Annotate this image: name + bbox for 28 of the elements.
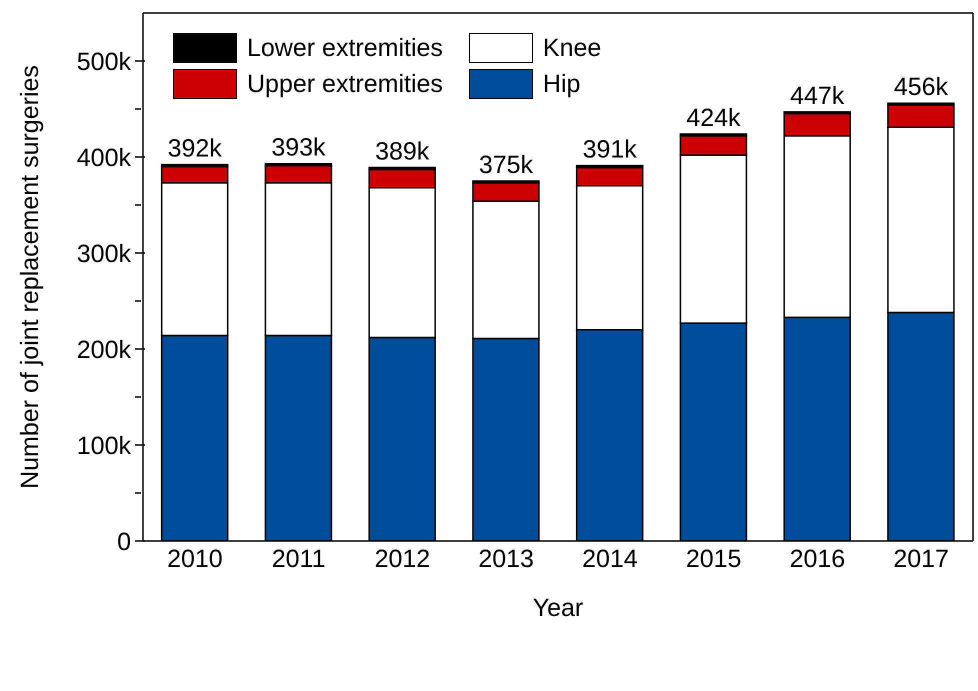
legend-label: Knee — [542, 34, 602, 62]
x-tick-label: 2016 — [790, 544, 846, 573]
x-tick-label: 2011 — [272, 544, 326, 573]
x-tick-label: 2013 — [478, 544, 534, 573]
y-tick-label: 500k — [76, 48, 132, 76]
legend-label: Hip — [542, 70, 580, 98]
x-tick-label: 2012 — [374, 544, 430, 573]
legend-label: Lower extremities — [247, 34, 443, 62]
total-label: 456k — [894, 73, 949, 102]
x-tick-label: 2014 — [582, 544, 638, 573]
x-axis-title: Year — [532, 594, 584, 622]
y-tick-label: 200k — [76, 336, 132, 364]
total-label: 389k — [375, 138, 430, 166]
y-tick-label: 100k — [76, 432, 132, 460]
total-label: 392k — [168, 134, 222, 163]
x-tick-label: 2015 — [686, 544, 742, 573]
y-tick-label: 400k — [76, 144, 132, 172]
total-label: 424k — [686, 104, 742, 132]
total-label: 393k — [271, 134, 326, 162]
y-tick-label: 0 — [117, 528, 131, 556]
y-tick-label: 300k — [76, 240, 132, 268]
total-label: 375k — [478, 151, 534, 179]
y-axis-title: Number of joint replacement surgeries — [16, 65, 44, 489]
total-label: 447k — [790, 82, 845, 110]
total-label: 391k — [582, 136, 638, 164]
x-tick-label: 2017 — [893, 544, 949, 573]
legend-label: Upper extremities — [247, 70, 443, 98]
x-tick-label: 2010 — [167, 544, 223, 573]
